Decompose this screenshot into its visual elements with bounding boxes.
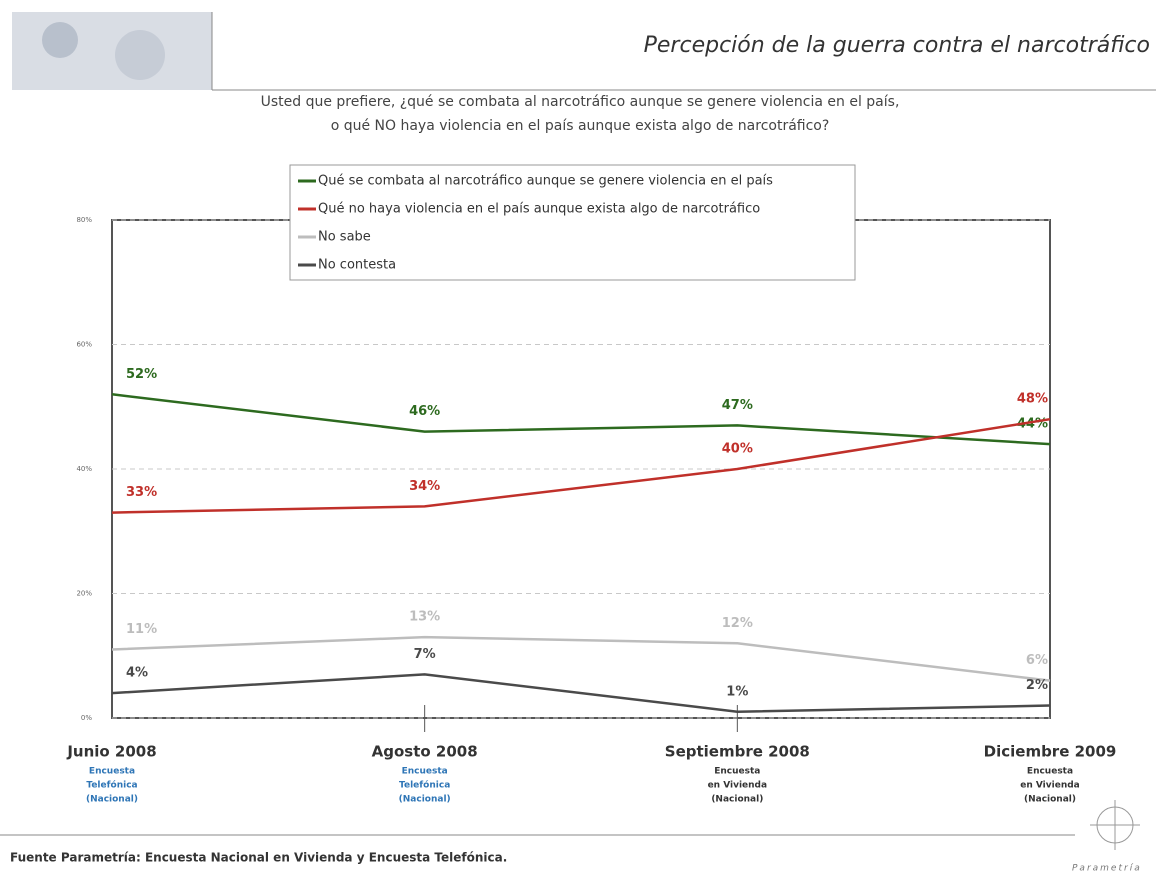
- value-label: 1%: [726, 684, 748, 699]
- category-note: en Vivienda: [708, 781, 768, 791]
- chart-title: Percepción de la guerra contra el narcot…: [644, 33, 1150, 58]
- header-image: [12, 12, 212, 90]
- value-label: 13%: [409, 610, 440, 625]
- x-tick-label: Agosto 2008: [372, 743, 478, 761]
- value-label: 40%: [722, 442, 753, 457]
- x-tick-label: Septiembre 2008: [665, 743, 810, 761]
- x-tick-label: Diciembre 2009: [984, 743, 1117, 761]
- value-label: 12%: [722, 616, 753, 631]
- value-label: 7%: [414, 647, 436, 662]
- legend-label: No contesta: [318, 258, 396, 273]
- question: Usted que prefiere, ¿qué se combata al n…: [261, 94, 900, 110]
- category-note: (Nacional): [711, 795, 763, 805]
- category-note: en Vivienda: [1020, 781, 1080, 791]
- question: o qué NO haya violencia en el país aunqu…: [331, 118, 830, 134]
- value-label: 11%: [126, 622, 157, 637]
- category-note: Telefónica: [86, 780, 137, 791]
- category-note: (Nacional): [1024, 795, 1076, 805]
- value-label: 4%: [126, 666, 148, 681]
- y-tick-label: 80%: [76, 216, 92, 224]
- source: Fuente Parametría: Encuesta Nacional en …: [10, 851, 507, 865]
- value-label: 48%: [1017, 392, 1048, 407]
- y-tick-label: 40%: [76, 465, 92, 473]
- category-note: (Nacional): [86, 795, 138, 805]
- legend-label: Qué se combata al narcotráfico aunque se…: [318, 174, 773, 189]
- legend-label: Qué no haya violencia en el país aunque …: [318, 202, 760, 217]
- value-label: 6%: [1026, 653, 1048, 668]
- category-note: Telefónica: [399, 780, 450, 791]
- y-tick-label: 20%: [76, 590, 92, 598]
- value-label: 33%: [126, 485, 157, 500]
- category-note: Encuesta: [1027, 767, 1073, 777]
- value-label: 2%: [1026, 678, 1048, 693]
- logo-text: Parametría: [1072, 864, 1142, 874]
- value-label: 34%: [409, 479, 440, 494]
- header-image-shape: [115, 30, 165, 80]
- category-note: Encuesta: [402, 767, 448, 777]
- x-tick-label: Junio 2008: [66, 743, 156, 761]
- value-label: 46%: [409, 404, 440, 419]
- header-image-shape: [42, 22, 78, 58]
- category-note: Encuesta: [714, 767, 760, 777]
- value-label: 52%: [126, 367, 157, 382]
- y-tick-label: 0%: [81, 714, 92, 722]
- category-note: Encuesta: [89, 767, 135, 777]
- y-tick-label: 60%: [76, 341, 92, 349]
- legend-label: No sabe: [318, 230, 371, 245]
- category-note: (Nacional): [399, 795, 451, 805]
- chart: Percepción de la guerra contra el narcot…: [0, 0, 1156, 876]
- value-label: 47%: [722, 398, 753, 413]
